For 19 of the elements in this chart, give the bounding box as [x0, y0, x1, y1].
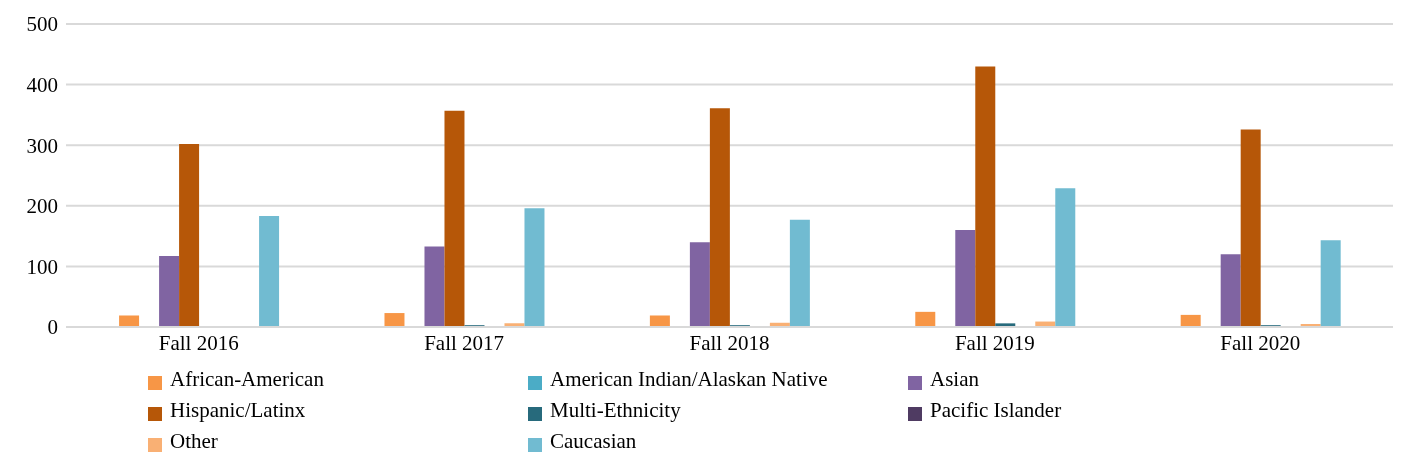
y-tick-label: 100 — [26, 254, 58, 279]
legend-label: Pacific Islander — [930, 398, 1062, 423]
legend-label: Other — [170, 429, 218, 454]
legend-label: Hispanic/Latinx — [170, 398, 306, 423]
legend-label: Multi-Ethnicity — [550, 398, 681, 423]
y-tick-label: 0 — [47, 315, 58, 340]
x-tick-label: Fall 2019 — [954, 330, 1035, 355]
x-tick-label: Fall 2017 — [424, 330, 505, 355]
y-tick-label: 300 — [26, 133, 58, 158]
y-tick-label: 200 — [26, 194, 58, 219]
legend-label: Asian — [930, 367, 979, 392]
legend-label: Caucasian — [550, 429, 637, 454]
x-tick-label: Fall 2020 — [1220, 330, 1301, 355]
x-tick-label: Fall 2016 — [158, 330, 239, 355]
x-tick-label: Fall 2018 — [689, 330, 770, 355]
legend-label: African-American — [170, 367, 324, 392]
y-tick-label: 500 — [26, 12, 58, 37]
y-tick-label: 400 — [26, 73, 58, 98]
legend-label: American Indian/Alaskan Native — [550, 367, 828, 392]
